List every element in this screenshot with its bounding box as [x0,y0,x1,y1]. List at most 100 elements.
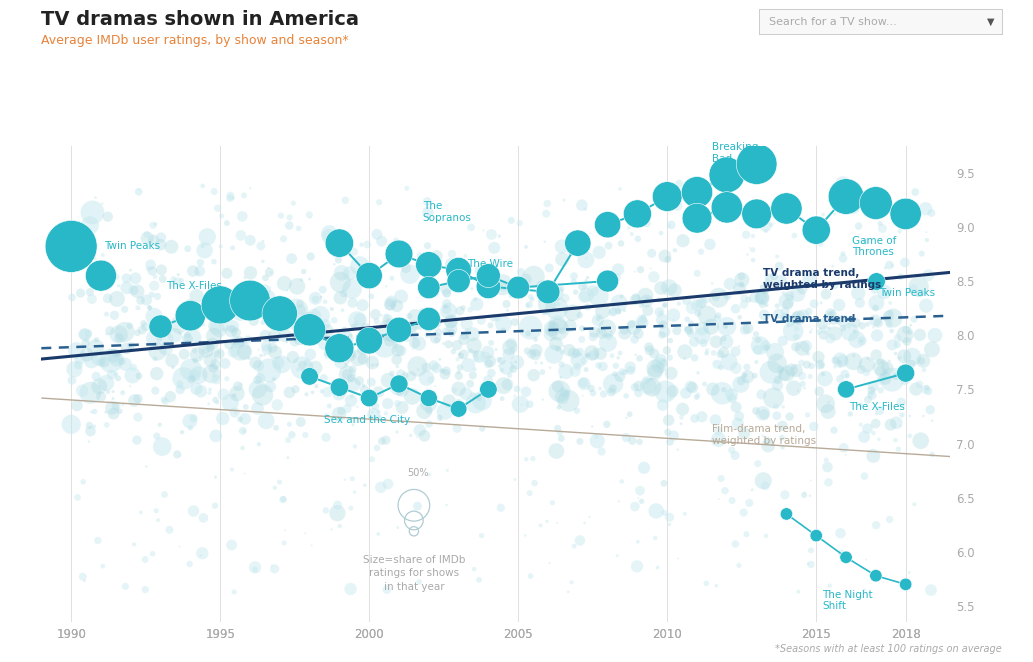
Point [609,550,626,561]
Point [69,401,86,411]
Point [154,273,170,284]
Point [627,295,644,305]
Point [409,361,426,371]
Point [669,553,686,564]
Point [373,310,389,320]
Point [302,349,318,359]
Point [323,524,340,535]
Point [719,291,735,301]
Point [96,357,113,367]
Point [232,306,249,316]
Point [793,519,810,530]
Point [421,309,438,320]
Point [748,159,764,169]
Point [361,385,377,395]
Point [924,449,940,460]
Point [370,387,386,397]
Point [195,512,212,523]
Point [624,229,640,240]
Point [180,244,196,254]
Point [320,231,337,242]
Point [295,266,312,277]
Point [580,272,596,283]
Point [662,336,679,346]
Point [302,324,318,335]
Point [831,315,847,326]
Point [231,299,248,310]
Point [604,307,621,318]
Point [651,359,667,370]
Point [780,299,796,310]
Point [567,287,584,297]
Point [723,389,740,400]
Point [117,359,133,369]
Point [286,336,303,347]
Point [826,361,843,372]
Point [756,409,773,420]
Point [661,220,678,231]
Point [838,552,854,563]
Point [631,436,648,447]
Point [224,242,241,253]
Point [138,461,155,472]
Point [715,347,731,357]
Point [346,379,363,390]
Point [763,219,780,230]
Point [618,412,634,423]
Point [117,581,133,592]
Point [131,371,148,381]
Point [98,420,115,430]
Point [741,498,757,508]
Point [687,320,703,330]
Point [389,345,406,355]
Point [331,248,347,259]
Point [70,220,87,231]
Point [794,379,811,389]
Point [409,500,426,511]
Point [852,399,869,410]
Point [904,214,920,225]
Point [320,347,337,357]
Point [884,340,901,350]
Point [390,379,407,389]
Point [526,271,542,282]
Point [399,333,415,344]
Point [174,275,190,286]
Point [84,355,100,366]
Point [149,291,165,302]
Point [293,363,310,373]
Point [170,319,187,330]
Point [518,387,534,397]
Point [718,336,734,347]
Point [409,432,426,442]
Point [616,305,632,316]
Point [389,383,406,393]
Point [194,304,211,314]
Point [732,376,749,387]
Point [364,454,380,465]
Point [334,355,350,366]
Point [871,434,887,445]
Point [571,346,588,357]
Point [877,373,894,383]
Point [793,371,810,381]
Point [201,388,218,399]
Point [755,430,772,441]
Point [600,240,617,251]
Point [213,301,229,311]
Point [304,540,320,551]
Point [466,364,482,375]
Point [655,400,671,410]
Point [79,350,95,360]
Point [661,352,678,363]
Point [385,256,402,266]
Point [739,249,755,260]
Point [437,406,453,417]
Point [201,384,218,395]
Point [462,379,478,389]
Point [758,531,775,542]
Point [898,324,914,335]
Point [836,442,852,453]
Point [532,520,549,531]
Point [544,497,561,508]
